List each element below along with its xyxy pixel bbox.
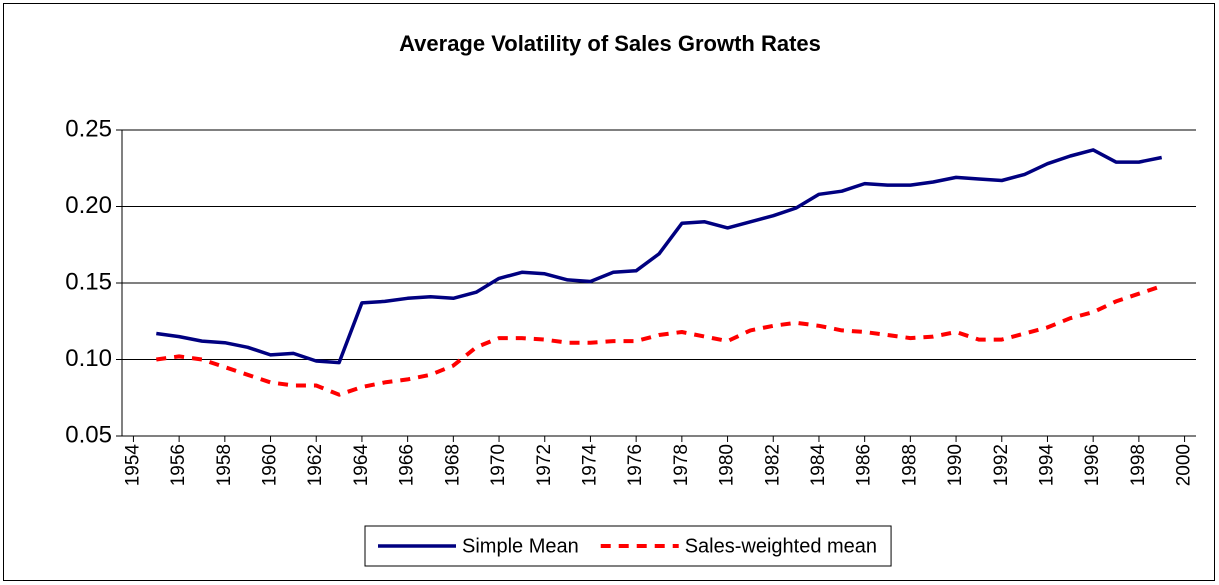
x-tick-label: 1972 bbox=[534, 444, 555, 486]
x-tick-label: 1990 bbox=[945, 444, 966, 486]
y-tick-label: 0.05 bbox=[65, 421, 112, 448]
x-tick-label: 1962 bbox=[305, 444, 326, 486]
x-tick-label: 1966 bbox=[397, 444, 418, 486]
x-tick-label: 1960 bbox=[260, 444, 281, 486]
x-tick-label: 1978 bbox=[671, 444, 692, 486]
legend-label: Simple Mean bbox=[462, 535, 579, 557]
x-tick-label: 1954 bbox=[122, 444, 143, 487]
chart-title: Average Volatility of Sales Growth Rates bbox=[399, 31, 821, 56]
series-line bbox=[156, 284, 1163, 397]
x-tick-label: 1974 bbox=[579, 444, 600, 487]
y-tick-label: 0.25 bbox=[65, 115, 112, 142]
x-tick-label: 1994 bbox=[1036, 444, 1057, 487]
x-tick-label: 1956 bbox=[168, 444, 189, 486]
x-tick-label: 1992 bbox=[991, 444, 1012, 486]
legend: Simple Mean Sales-weighted mean bbox=[364, 525, 892, 567]
x-tick-label: 1998 bbox=[1128, 444, 1149, 486]
x-tick-label: 1986 bbox=[854, 444, 875, 486]
y-tick-label: 0.15 bbox=[65, 268, 112, 295]
x-tick-label: 1988 bbox=[899, 444, 920, 486]
x-tick-label: 1968 bbox=[442, 444, 463, 486]
x-tick-label: 1982 bbox=[762, 444, 783, 486]
y-tick-label: 0.20 bbox=[65, 192, 112, 219]
x-tick-label: 1980 bbox=[717, 444, 738, 486]
x-tick-label: 1984 bbox=[808, 444, 829, 487]
x-tick-label: 1970 bbox=[488, 444, 509, 486]
legend-label: Sales-weighted mean bbox=[685, 535, 877, 557]
x-tick-label: 2000 bbox=[1174, 444, 1195, 486]
series-line bbox=[156, 148, 1163, 365]
y-tick-label: 0.10 bbox=[65, 345, 112, 372]
x-tick-label: 1996 bbox=[1082, 444, 1103, 486]
x-tick-label: 1958 bbox=[214, 444, 235, 486]
x-tick-label: 1976 bbox=[625, 444, 646, 486]
x-tick-label: 1964 bbox=[351, 444, 372, 487]
chart-border bbox=[3, 3, 1215, 581]
